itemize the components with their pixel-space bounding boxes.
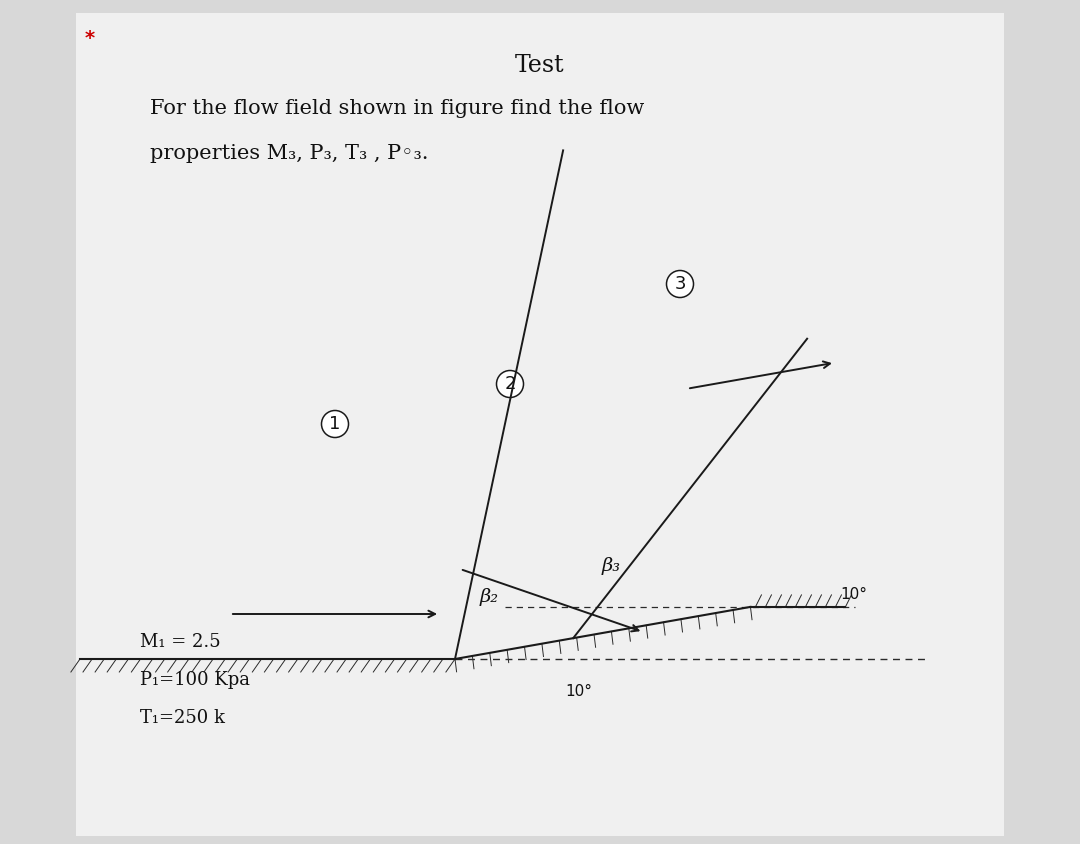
Text: Test: Test bbox=[515, 54, 565, 77]
Text: 1: 1 bbox=[329, 415, 340, 433]
Text: For the flow field shown in figure find the flow: For the flow field shown in figure find … bbox=[150, 99, 645, 118]
Text: β₃: β₃ bbox=[602, 557, 620, 575]
Text: M₁ = 2.5: M₁ = 2.5 bbox=[140, 633, 220, 651]
Text: properties M₃, P₃, T₃ , P◦₃.: properties M₃, P₃, T₃ , P◦₃. bbox=[150, 144, 429, 163]
Text: P₁=100 Kpa: P₁=100 Kpa bbox=[140, 671, 249, 689]
Text: β₂: β₂ bbox=[480, 588, 499, 606]
Text: T₁=250 k: T₁=250 k bbox=[140, 709, 225, 727]
Text: *: * bbox=[85, 29, 95, 48]
Text: 10°: 10° bbox=[840, 587, 867, 602]
Text: 2: 2 bbox=[504, 375, 516, 393]
Text: 3: 3 bbox=[674, 275, 686, 293]
Text: 10°: 10° bbox=[565, 684, 592, 699]
